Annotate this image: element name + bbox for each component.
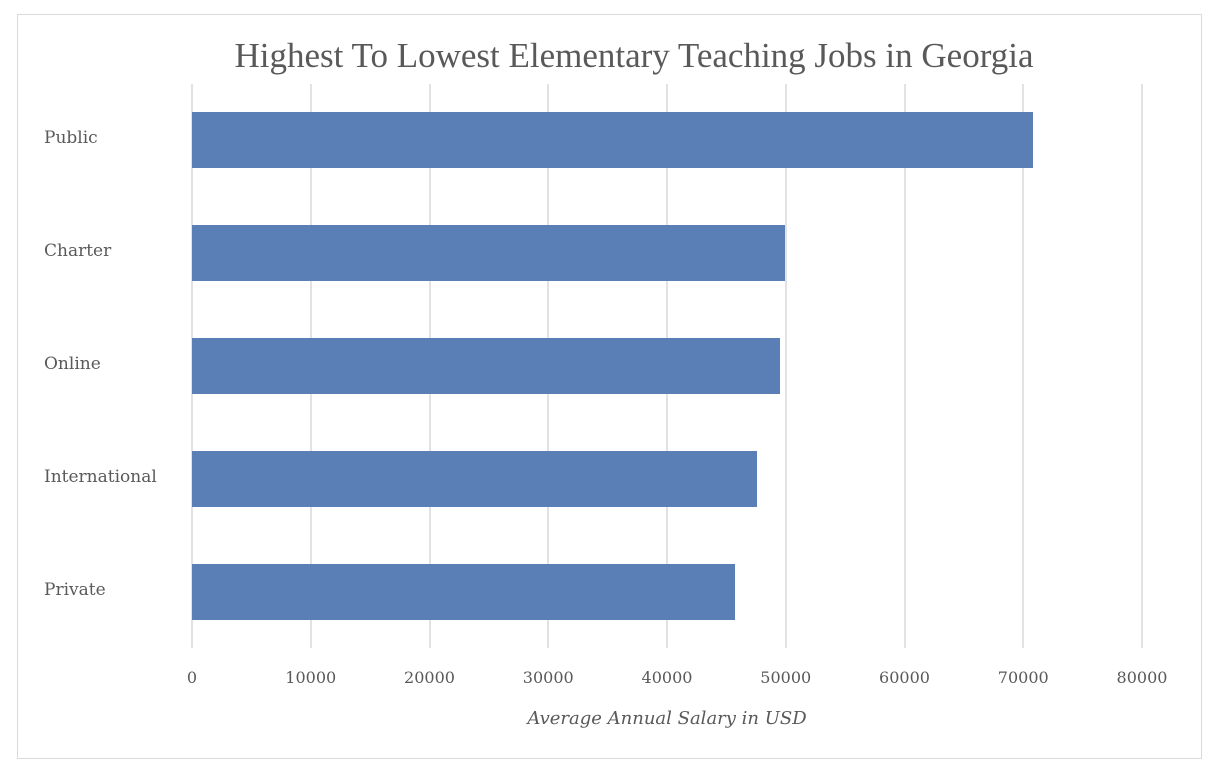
x-tick-label: 20000 [404, 668, 455, 687]
bar-international [192, 450, 758, 507]
bar-charter [192, 225, 786, 282]
gridline [1022, 84, 1025, 648]
bar-public [192, 112, 1033, 169]
gridline [903, 84, 906, 648]
x-tick-label: 60000 [879, 668, 930, 687]
x-tick-label: 50000 [760, 668, 812, 687]
x-tick-label: 40000 [641, 668, 693, 687]
chart-title: Highest To Lowest Elementary Teaching Jo… [234, 36, 1034, 75]
bar-private [192, 563, 735, 620]
category-label: Charter [44, 241, 112, 262]
category-label: Online [44, 354, 101, 374]
x-tick-label: 70000 [997, 668, 1049, 687]
gridline [784, 84, 787, 648]
x-tick-label: 0 [186, 668, 198, 687]
x-axis-title: Average Annual Salary in USD [527, 708, 807, 729]
category-label: Public [44, 128, 98, 149]
x-tick-label: 10000 [285, 668, 337, 687]
x-tick-label: 30000 [522, 668, 574, 687]
bar-online [192, 338, 780, 394]
gridline [1141, 84, 1143, 648]
plot-area [191, 84, 1143, 648]
category-label: Private [44, 579, 106, 600]
x-tick-label: 80000 [1116, 668, 1168, 687]
category-label: International [44, 466, 157, 487]
